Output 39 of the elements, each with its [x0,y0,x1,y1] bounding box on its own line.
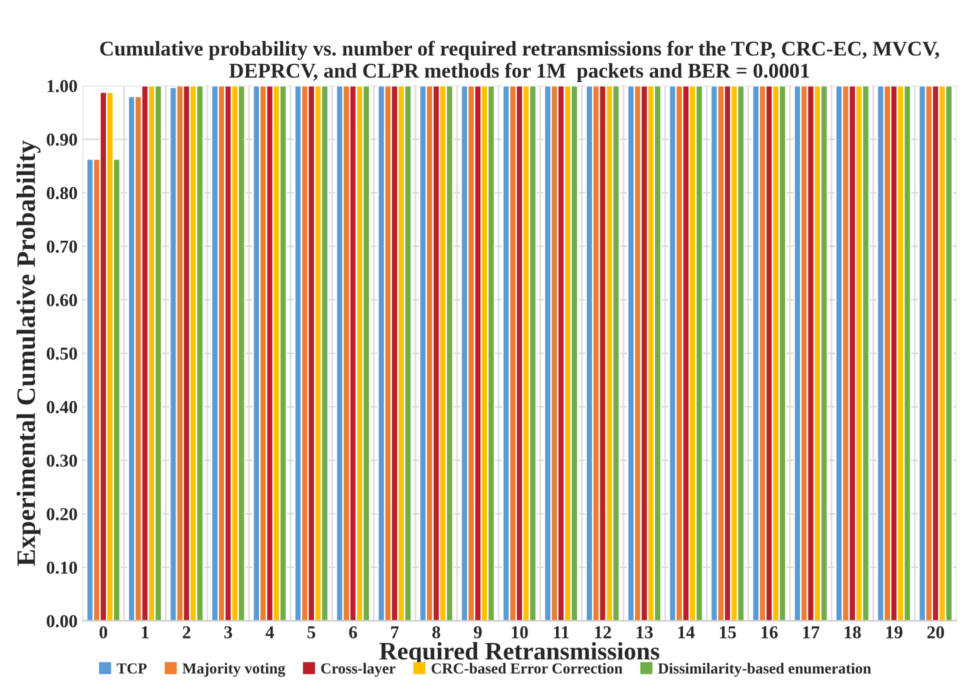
x-tick-label: 14 [678,626,695,638]
y-tick-label: 0.90 [46,134,77,146]
x-tick-label: 3 [224,626,232,638]
x-tick-label: 9 [474,626,482,638]
y-tick-label: 0.70 [46,240,77,253]
y-tick-label: 0.10 [46,562,77,574]
y-tick-label: 0.20 [46,508,77,520]
legend-label: CRC-based Error Correction [432,662,622,674]
x-tick-label: 5 [308,626,316,638]
y-tick-label: 0.30 [46,454,77,467]
x-tick-label: 0 [100,626,108,638]
y-tick-label: 0.60 [46,294,77,306]
x-tick-label: 10 [512,626,528,638]
y-tick-label: 0.80 [46,187,77,200]
legend-label: Dissimilarity-based enumeration [658,662,872,677]
x-tick-label: 15 [720,626,736,638]
y-tick-label: 0.00 [46,615,77,628]
x-tick-label: 7 [391,626,399,638]
y-tick-label: 1.00 [48,80,77,92]
x-tick-label: 17 [803,626,820,638]
x-tick-label: 20 [927,626,944,638]
x-tick-label: 2 [182,626,190,638]
x-tick-label: 11 [554,626,569,638]
x-tick-label: 13 [636,626,653,638]
x-tick-label: 8 [432,626,440,638]
y-axis-title: Experimental Cumulative Probability [16,140,41,566]
x-tick-label: 18 [844,626,861,638]
legend-label: TCP [116,663,147,674]
x-tick-label: 19 [886,626,902,638]
x-tick-label: 16 [762,626,778,638]
x-tick-label: 6 [349,626,358,638]
legend-label: Majority voting [182,662,286,677]
x-tick-label: 4 [266,626,274,638]
x-tick-label: 12 [595,626,611,638]
y-tick-label: 0.40 [46,401,77,414]
y-tick-label: 0.50 [46,348,77,360]
chart-title: Cumulative probability vs. number of required retransmissions for the TCP, CRC-EC, MVCV, DEPRCV, and CLPR methods for 1M packets and BER = 0.0001 [100,40,940,82]
legend-label: Cross-layer [321,662,396,677]
x-tick-label: 1 [142,626,149,638]
